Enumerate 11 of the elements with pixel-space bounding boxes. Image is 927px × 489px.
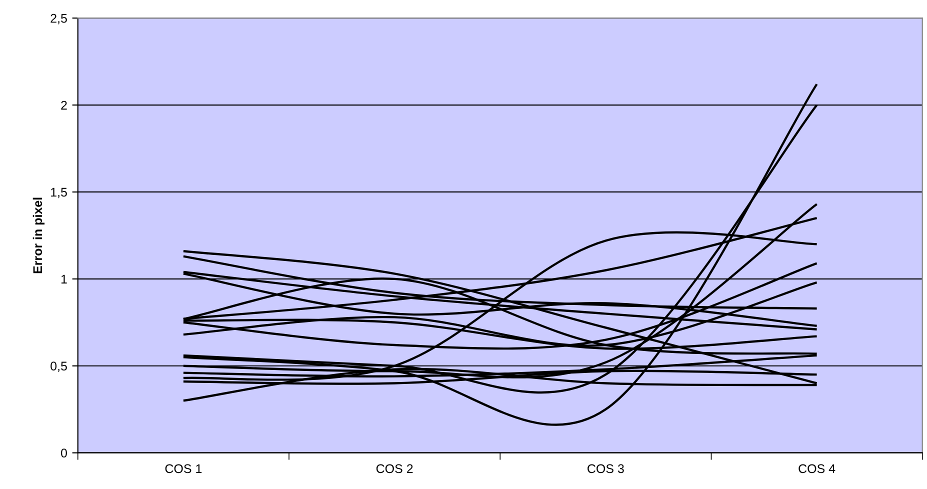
x-tick-label: COS 4 bbox=[798, 464, 836, 474]
y-tick-label: 0 bbox=[60, 448, 67, 458]
x-tick-label: COS 3 bbox=[588, 464, 624, 474]
y-tick-label: 1 bbox=[61, 274, 67, 284]
x-tick-label: COS 1 bbox=[165, 464, 202, 474]
x-tick-label: COS 2 bbox=[376, 464, 413, 474]
y-tick-label: 2 bbox=[61, 100, 67, 110]
y-tick-label: 1,5 bbox=[51, 188, 67, 198]
y-tick-label: 0,5 bbox=[50, 362, 67, 372]
y-axis-title: Error in pixel bbox=[32, 198, 45, 274]
y-tick-label: 2,5 bbox=[50, 14, 67, 24]
